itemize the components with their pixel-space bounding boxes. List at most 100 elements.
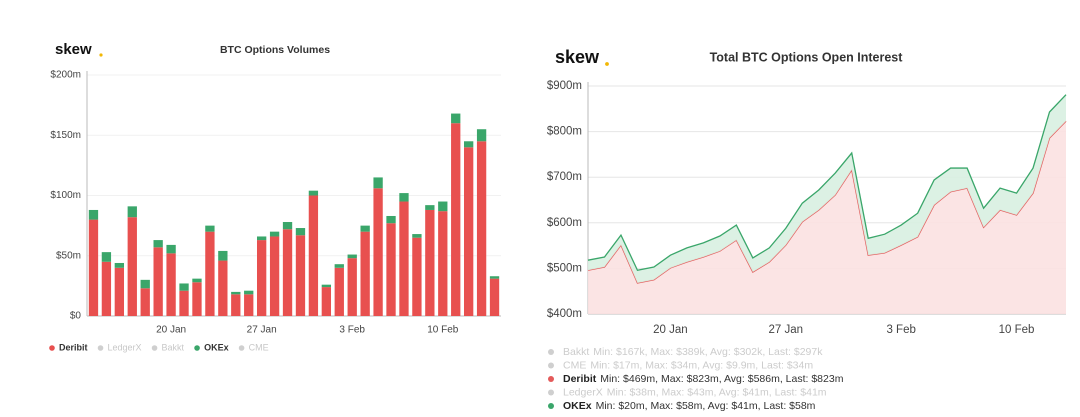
legend-label: Deribit — [563, 373, 597, 385]
legend-label: Deribit — [59, 342, 88, 352]
bar-segment — [476, 129, 487, 142]
bar-segment — [269, 231, 280, 237]
bar-segment — [347, 258, 357, 316]
bar-segment — [386, 223, 396, 316]
legend-swatch — [194, 345, 200, 351]
bar-segment — [269, 236, 280, 316]
bar-segment — [425, 209, 435, 316]
bar-segment — [438, 211, 448, 316]
brand-dot — [99, 53, 103, 57]
legend-swatch — [548, 403, 554, 409]
bar-segment — [360, 225, 370, 232]
chart-title: Total BTC Options Open Interest — [710, 50, 904, 64]
bar-segment — [321, 287, 332, 316]
bar-segment — [244, 290, 254, 295]
x-tick-label: 3 Feb — [339, 325, 365, 336]
bar-segment — [399, 193, 409, 202]
bar-segment — [476, 141, 487, 316]
bar-segment — [179, 290, 189, 316]
bar-segment — [127, 217, 137, 316]
x-tick-label: 27 Jan — [247, 325, 277, 336]
bar-segment — [334, 264, 344, 268]
bar-segment — [347, 254, 357, 259]
bar-segment — [114, 262, 125, 268]
legend-label: Bakkt — [563, 346, 589, 358]
bar-segment — [192, 278, 202, 283]
brand: skew — [555, 47, 600, 67]
y-tick-label: $900m — [547, 80, 582, 92]
legend-swatch — [548, 376, 554, 382]
bar-segment — [256, 236, 267, 241]
bar-segment — [114, 267, 125, 316]
y-tick-label: $50m — [56, 250, 81, 261]
legend-label: CME — [249, 342, 269, 352]
bar-segment — [101, 252, 112, 262]
bar-segment — [321, 284, 332, 288]
bar-segment — [282, 222, 293, 230]
legend-label: LedgerX — [563, 386, 603, 398]
brand: skew — [55, 41, 92, 58]
bar-segment — [231, 291, 241, 295]
bar-segment — [153, 247, 163, 316]
legend-label: Bakkt — [162, 342, 185, 352]
chart-title: BTC Options Volumes — [220, 44, 330, 56]
bar-segment — [489, 278, 500, 316]
bar-segment — [308, 195, 319, 316]
bar-segment — [360, 231, 370, 316]
y-tick-label: $0 — [70, 311, 82, 322]
y-tick-label: $100m — [50, 190, 81, 201]
bar-segment — [425, 205, 435, 210]
legend-stats: Min: $38m, Max: $43m, Avg: $41m, Last: $… — [607, 386, 827, 398]
bar-segment — [166, 244, 176, 254]
x-tick-label: 27 Jan — [769, 324, 804, 336]
area-fill — [588, 94, 1066, 283]
x-tick-label: 20 Jan — [156, 325, 186, 336]
legend-swatch — [49, 345, 55, 351]
bar-segment — [101, 261, 112, 316]
bar-segment — [463, 141, 474, 148]
legend-stats: Min: $17m, Max: $34m, Avg: $9.9m, Last: … — [590, 359, 813, 371]
legend-stats: Min: $167k, Max: $389k, Avg: $302k, Last… — [593, 346, 823, 358]
legend-swatch — [238, 345, 245, 351]
bar-segment — [140, 279, 150, 289]
bar-segment — [140, 288, 150, 316]
legend-label: LedgerX — [108, 342, 142, 352]
bar-segment — [282, 229, 293, 316]
bar-segment — [205, 225, 215, 232]
legend-stats: Min: $20m, Max: $58m, Avg: $41m, Last: $… — [596, 400, 816, 412]
bar-segment — [256, 240, 267, 316]
y-tick-label: $500m — [547, 262, 582, 274]
brand-dot — [605, 62, 609, 66]
y-tick-label: $600m — [547, 217, 582, 229]
bar-segment — [179, 283, 189, 291]
bar-segment — [399, 201, 409, 316]
legend-swatch — [548, 389, 554, 396]
x-tick-label: 20 Jan — [653, 324, 688, 336]
bar-segment — [153, 240, 163, 248]
bar-segment — [386, 215, 396, 224]
bar-segment — [489, 276, 500, 279]
area-line — [587, 94, 1067, 271]
bar-segment — [88, 209, 99, 220]
y-tick-label: $200m — [50, 70, 81, 81]
x-tick-label: 10 Feb — [427, 325, 459, 336]
y-tick-label: $700m — [547, 171, 582, 183]
bar-segment — [373, 177, 383, 189]
bar-segment — [192, 282, 202, 316]
legend-label: CME — [563, 359, 586, 371]
bar-segment — [373, 188, 383, 316]
legend-swatch — [548, 362, 554, 369]
bar-segment — [451, 123, 461, 316]
legend-swatch — [151, 345, 158, 351]
x-tick-label: 10 Feb — [999, 324, 1035, 336]
bar-segment — [218, 250, 228, 261]
y-tick-label: $800m — [547, 126, 582, 138]
bar-segment — [166, 253, 176, 316]
bar-segment — [412, 234, 422, 238]
bar-segment — [88, 219, 99, 316]
legend-label: OKEx — [563, 400, 592, 412]
legend-swatch — [548, 349, 554, 355]
bar-segment — [295, 235, 306, 316]
bar-segment — [451, 113, 461, 124]
